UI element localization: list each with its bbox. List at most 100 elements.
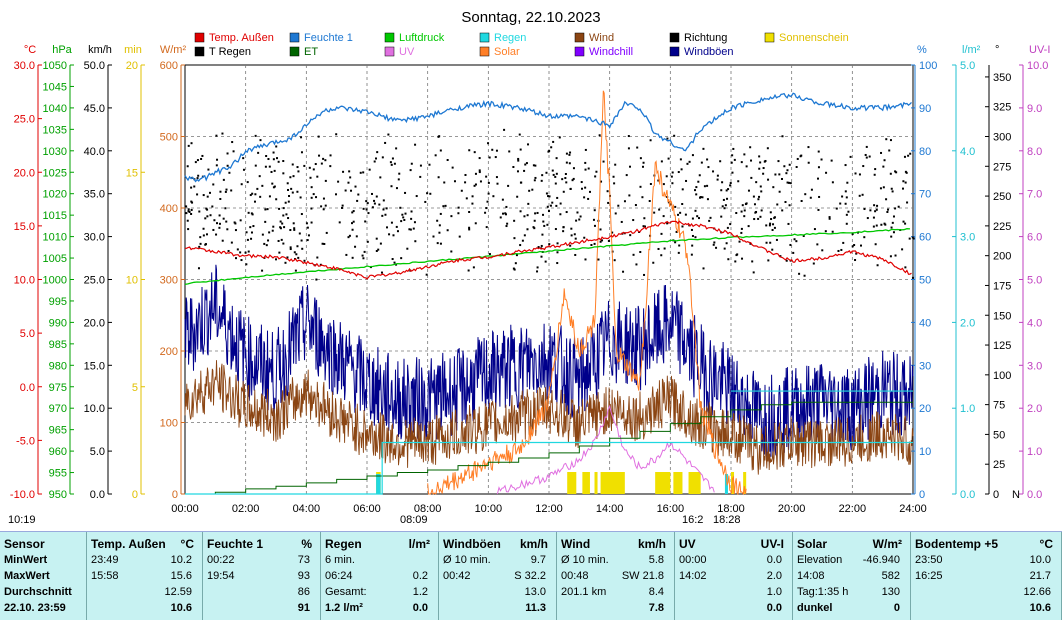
direction-point <box>864 153 867 156</box>
direction-point <box>292 222 295 225</box>
axis-tick-label: 1040 <box>43 103 67 115</box>
stats-row: Gesamt: 1.2 <box>325 584 434 600</box>
direction-point <box>206 215 209 218</box>
direction-point <box>546 223 549 226</box>
direction-point <box>593 224 596 227</box>
direction-point <box>643 273 646 276</box>
direction-point <box>883 222 886 225</box>
direction-point <box>300 151 303 154</box>
direction-point <box>196 193 199 196</box>
direction-point <box>284 261 287 264</box>
axis-tick-label: 200 <box>993 251 1011 263</box>
direction-point <box>653 211 656 214</box>
direction-point <box>789 243 792 246</box>
direction-point <box>295 253 298 256</box>
direction-point <box>268 231 271 234</box>
direction-point <box>575 219 578 222</box>
direction-point <box>533 219 536 222</box>
direction-point <box>392 234 395 237</box>
direction-point <box>224 190 227 193</box>
stats-row: 00:42 S 32.2 <box>443 568 552 584</box>
direction-point <box>547 150 550 153</box>
direction-point <box>792 251 795 254</box>
direction-point <box>316 256 319 259</box>
direction-point <box>436 242 439 245</box>
direction-point <box>778 190 781 193</box>
direction-point <box>774 173 777 176</box>
direction-point <box>485 226 488 229</box>
direction-point <box>193 185 196 188</box>
direction-point <box>904 222 907 225</box>
direction-point <box>593 209 596 212</box>
stats-cell-value: SW 21.8 <box>621 570 664 582</box>
direction-point <box>505 205 508 208</box>
direction-point <box>464 173 467 176</box>
direction-point <box>196 177 199 180</box>
direction-point <box>464 181 467 184</box>
stats-row: 86 <box>207 584 316 600</box>
axis-unit-label: W/m² <box>160 44 187 56</box>
direction-point <box>506 222 509 225</box>
direction-point <box>438 224 441 227</box>
direction-point <box>554 182 557 185</box>
direction-point <box>788 181 791 184</box>
direction-point <box>478 171 481 174</box>
direction-point <box>845 213 848 216</box>
direction-point <box>527 202 530 205</box>
direction-point <box>744 203 747 206</box>
axis-tick-label: 5.0 <box>1027 275 1042 287</box>
direction-point <box>286 182 289 185</box>
stats-row: 23:50 10.0 <box>915 552 1057 568</box>
direction-point <box>254 134 257 137</box>
stats-column-header: Windböen km/h <box>443 536 552 552</box>
direction-point <box>632 219 635 222</box>
axis-tick-label: 0.0 <box>960 489 975 501</box>
direction-point <box>854 172 857 175</box>
direction-point <box>688 160 691 163</box>
direction-point <box>869 209 872 212</box>
direction-point <box>909 152 912 155</box>
direction-point <box>817 166 820 169</box>
stats-column: Temp. Außen °C 23:49 10.2 15:58 15.6 12.59 10.6 <box>87 532 203 620</box>
direction-point <box>771 228 774 231</box>
sunshine-bar <box>743 472 747 494</box>
direction-point <box>895 171 898 174</box>
direction-point <box>738 240 741 243</box>
axis-tick-label: 0.0 <box>20 382 35 394</box>
direction-point <box>486 200 489 203</box>
stats-cell-time: 23:50 <box>915 554 943 566</box>
direction-point <box>250 212 253 215</box>
direction-point <box>590 243 593 246</box>
direction-point <box>703 185 706 188</box>
direction-point <box>858 194 861 197</box>
direction-point <box>824 230 827 233</box>
direction-point <box>205 207 208 210</box>
direction-point <box>293 228 296 231</box>
direction-point <box>674 241 677 244</box>
direction-point <box>494 156 497 159</box>
direction-point <box>250 237 253 240</box>
direction-point <box>261 233 264 236</box>
direction-point <box>662 215 665 218</box>
direction-point <box>731 171 734 174</box>
direction-point <box>594 175 597 178</box>
direction-point <box>508 150 511 153</box>
direction-point <box>694 236 697 239</box>
direction-point <box>495 176 498 179</box>
direction-point <box>347 236 350 239</box>
direction-point <box>839 202 842 205</box>
direction-point <box>901 248 904 251</box>
series-line-temp <box>184 220 912 280</box>
direction-point <box>691 234 694 237</box>
direction-point <box>777 160 780 163</box>
direction-point <box>271 229 274 232</box>
axis-tick-label: 175 <box>993 280 1011 292</box>
stats-column-unit: km/h <box>519 537 548 551</box>
direction-point <box>301 247 304 250</box>
stats-cell-value: 130 <box>881 586 900 598</box>
direction-point <box>786 169 789 172</box>
axis-tick-label: 300 <box>160 275 178 287</box>
axis-tick-label: 4.0 <box>1027 317 1042 329</box>
direction-point <box>409 228 412 231</box>
legend-label: Windchill <box>589 46 633 58</box>
